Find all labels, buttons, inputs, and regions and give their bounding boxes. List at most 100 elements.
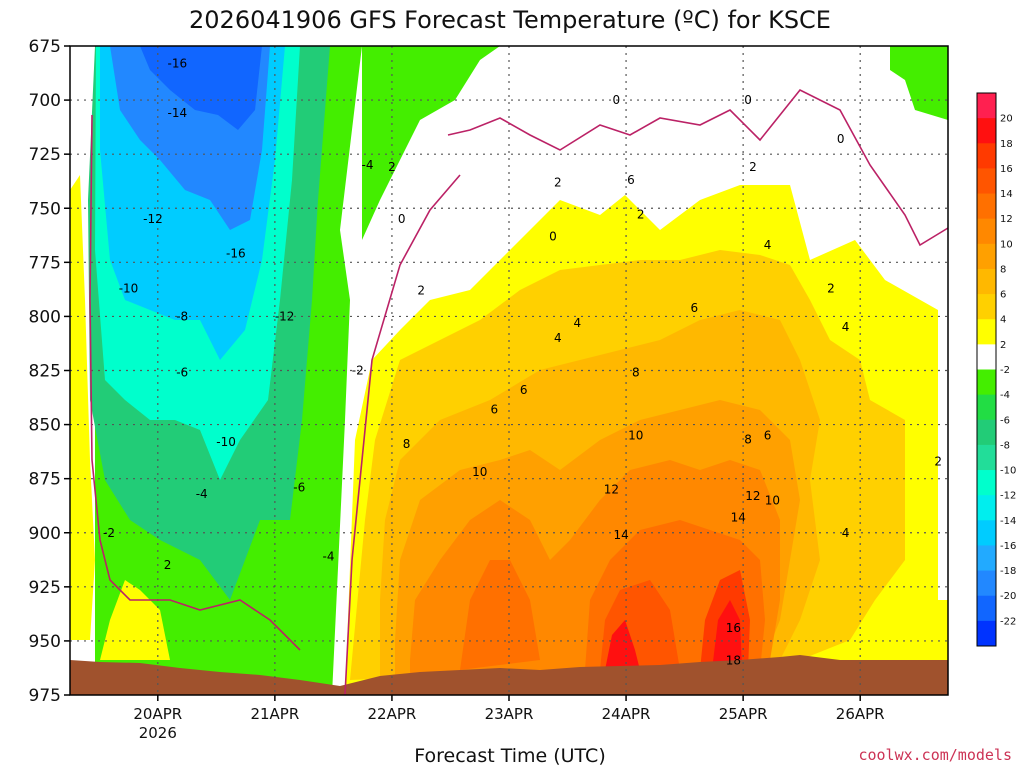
contour-label: -16: [226, 247, 246, 261]
x-tick-label: 21APR: [250, 705, 299, 723]
contour-zero-mid: [344, 174, 461, 695]
y-tick-label: 800: [29, 307, 61, 327]
x-axis-label: Forecast Time (UTC): [414, 745, 605, 767]
region-aloft-green-far: [890, 46, 948, 120]
contour-label: 12: [604, 482, 619, 496]
colorbar-swatch: [977, 470, 996, 496]
credit-text: coolwx.com/models: [858, 746, 1012, 764]
colorbar-swatch: [977, 444, 996, 471]
colorbar-label: 8: [1000, 264, 1006, 275]
colorbar-swatch: [977, 369, 996, 396]
colorbar-swatch: [977, 620, 996, 647]
x-tick-label: 25APR: [719, 705, 768, 723]
colorbar: 20 18 16 14 12 10 8 6 4 2 -2 -4 -6 -8 -10 -12 -14 -16 -18 -…: [976, 92, 1016, 647]
region-aloft-green-right: [362, 46, 500, 240]
x-tick-sublabel: 2026: [139, 724, 177, 742]
contour-label: 2: [749, 160, 757, 174]
colorbar-label: -14: [1000, 516, 1016, 527]
contour-label: 16: [726, 621, 741, 635]
colorbar-label: -6: [1000, 415, 1010, 426]
contour-label: 0: [398, 212, 406, 226]
contour-label: 4: [573, 316, 581, 330]
colorbar-label: 20: [1000, 114, 1013, 125]
contour-label: 6: [764, 428, 772, 442]
contour-label: 0: [549, 229, 557, 243]
colorbar-swatch: [977, 118, 996, 144]
contour-label: 14: [731, 511, 746, 525]
colorbar-label: 18: [1000, 139, 1013, 150]
contour-label: 10: [765, 493, 780, 507]
colorbar-swatch: [977, 419, 996, 446]
colorbar-label: 12: [1000, 214, 1013, 225]
region-left-bubble: [100, 580, 170, 660]
contour-label: 8: [403, 437, 411, 451]
y-tick-label: 950: [29, 632, 61, 652]
y-axis: 675 700 725 750 775 800 825 850 875 900 925 950 975: [29, 37, 70, 706]
colorbar-swatch: [977, 268, 996, 295]
contour-label: 0: [744, 93, 752, 107]
colorbar-label: 16: [1000, 164, 1013, 175]
contour-label: 8: [632, 366, 640, 380]
contour-label: 18: [726, 653, 741, 667]
colorbar-swatch: [977, 168, 996, 195]
colorbar-swatch: [977, 294, 996, 320]
y-tick-label: 700: [29, 91, 61, 111]
contour-label: -4: [323, 550, 335, 564]
contour-label: -2: [103, 526, 115, 540]
colorbar-label: -10: [1000, 466, 1016, 477]
y-tick-label: 900: [29, 524, 61, 544]
terrain: [70, 655, 948, 695]
contour-label: 2: [637, 208, 645, 222]
colorbar-swatch: [977, 243, 996, 270]
colorbar-label: -20: [1000, 591, 1016, 602]
contour-label: -6: [176, 366, 188, 380]
y-tick-label: 825: [29, 362, 61, 382]
x-tick-label: 23APR: [485, 705, 534, 723]
contour-label: 4: [554, 331, 562, 345]
colorbar-label: -8: [1000, 440, 1010, 451]
colorbar-label: 4: [1000, 315, 1006, 326]
colorbar-swatch: [977, 520, 996, 546]
colorbar-label: -4: [1000, 390, 1010, 401]
contour-label: -8: [176, 309, 188, 323]
x-tick-label: 26APR: [836, 705, 885, 723]
colorbar-swatch: [977, 143, 996, 169]
y-tick-label: 750: [29, 199, 61, 219]
plot-area: [70, 46, 948, 695]
contour-label: -14: [168, 106, 188, 120]
colorbar-frame: [976, 92, 997, 647]
colorbar-swatch: [977, 344, 996, 370]
contour-label: 2: [417, 283, 425, 297]
x-tick-label: 22APR: [368, 705, 417, 723]
contour-label: 2: [934, 454, 942, 468]
contour-label: 2: [388, 160, 396, 174]
contour-label: -10: [119, 281, 139, 295]
contour-zero-left: [89, 114, 301, 651]
contour-label: 2: [554, 175, 562, 189]
contour-label: 10: [628, 428, 643, 442]
contour-label: 6: [491, 402, 499, 416]
x-tick-label: 20APR: [133, 705, 182, 723]
region-left-yellow: [70, 175, 95, 640]
colorbar-label: 10: [1000, 239, 1013, 250]
colorbar-label: -18: [1000, 566, 1016, 577]
colorbar-label: -2: [1000, 365, 1010, 376]
contour-label: 4: [842, 320, 850, 334]
colorbar-swatch: [977, 495, 996, 521]
contour-label: 10: [472, 465, 487, 479]
region-warm-hot: [605, 620, 640, 670]
region-warm-hot-2: [712, 600, 742, 670]
contour-label: 0: [837, 132, 845, 146]
contour-label: 14: [614, 528, 629, 542]
y-tick-label: 975: [29, 686, 61, 706]
grid: [70, 46, 948, 695]
y-tick-label: 850: [29, 416, 61, 436]
contour-label: 2: [164, 558, 172, 572]
contour-labels: -16 -14 -12 -10 -8 -6 -4 -2 2 -16 -12 -10 -6 -4 -4 -2 2 0…: [103, 56, 942, 667]
y-tick-label: 925: [29, 578, 61, 598]
colorbar-swatch: [977, 93, 996, 119]
colorbar-label: -22: [1000, 616, 1016, 627]
contour-label: 4: [842, 526, 850, 540]
